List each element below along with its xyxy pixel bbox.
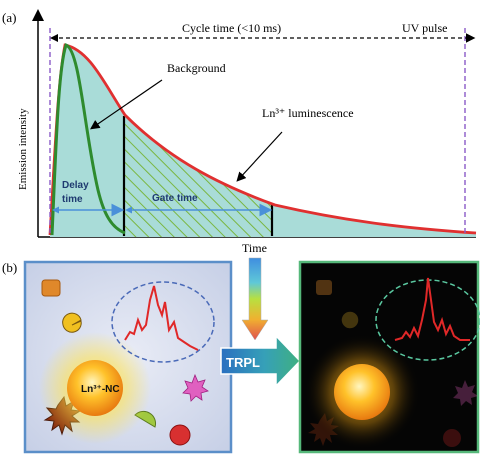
- pink-star-icon: [182, 373, 209, 402]
- pink-star-faded-icon: [453, 380, 478, 406]
- spectrum-curve-left: [124, 285, 199, 351]
- panel-a-label: (a): [2, 10, 16, 25]
- pacman-faded-icon: [341, 311, 359, 329]
- orange-cylinder-faded-icon: [316, 280, 332, 295]
- trpl-label: TRPL: [226, 355, 260, 370]
- nanocrystal-left: [67, 360, 123, 416]
- background-curve: [50, 43, 126, 236]
- delay-time-arrow-head-left: [52, 206, 59, 214]
- delay-time-label-1: Delay: [62, 180, 89, 191]
- pacman-icon: [62, 312, 82, 333]
- spectrum-inset-left: [111, 281, 215, 363]
- panel-b: (b) Ln³⁺-NC TRPL: [2, 257, 480, 454]
- nanocrystal-label: Ln³⁺-NC: [81, 384, 120, 395]
- background-pointer: [90, 79, 163, 130]
- uv-pulse-label: UV pulse: [402, 21, 447, 35]
- red-disc-icon: [169, 424, 191, 446]
- background-label: Background: [167, 61, 226, 75]
- panel-b-label: (b): [2, 260, 17, 275]
- gate-time-region: [124, 116, 272, 237]
- y-axis-label: Emission intensity: [17, 108, 29, 190]
- luminescence-pointer: [236, 131, 283, 182]
- gate-time-label: Gate time: [152, 193, 198, 204]
- time-flow-arrow: [241, 257, 269, 341]
- spectrum-curve-right: [394, 277, 470, 341]
- red-disc-faded-icon: [443, 429, 461, 447]
- luminescence-label: Ln³⁺ luminescence: [262, 106, 354, 120]
- nanocrystal-right: [334, 364, 390, 420]
- orange-cylinder-icon: [41, 279, 61, 297]
- trpl-arrow: [220, 334, 302, 388]
- x-axis-label: Time: [242, 241, 267, 255]
- panel-a: (a) Emission intensity Cycle time (<10 m…: [2, 9, 477, 255]
- cycle-time-label: Cycle time (<10 ms): [182, 21, 281, 35]
- cycle-time-arrow-head-left: [50, 34, 58, 42]
- gate-time-arrow-head-left: [125, 206, 132, 214]
- delay-time-label-2: time: [62, 194, 83, 205]
